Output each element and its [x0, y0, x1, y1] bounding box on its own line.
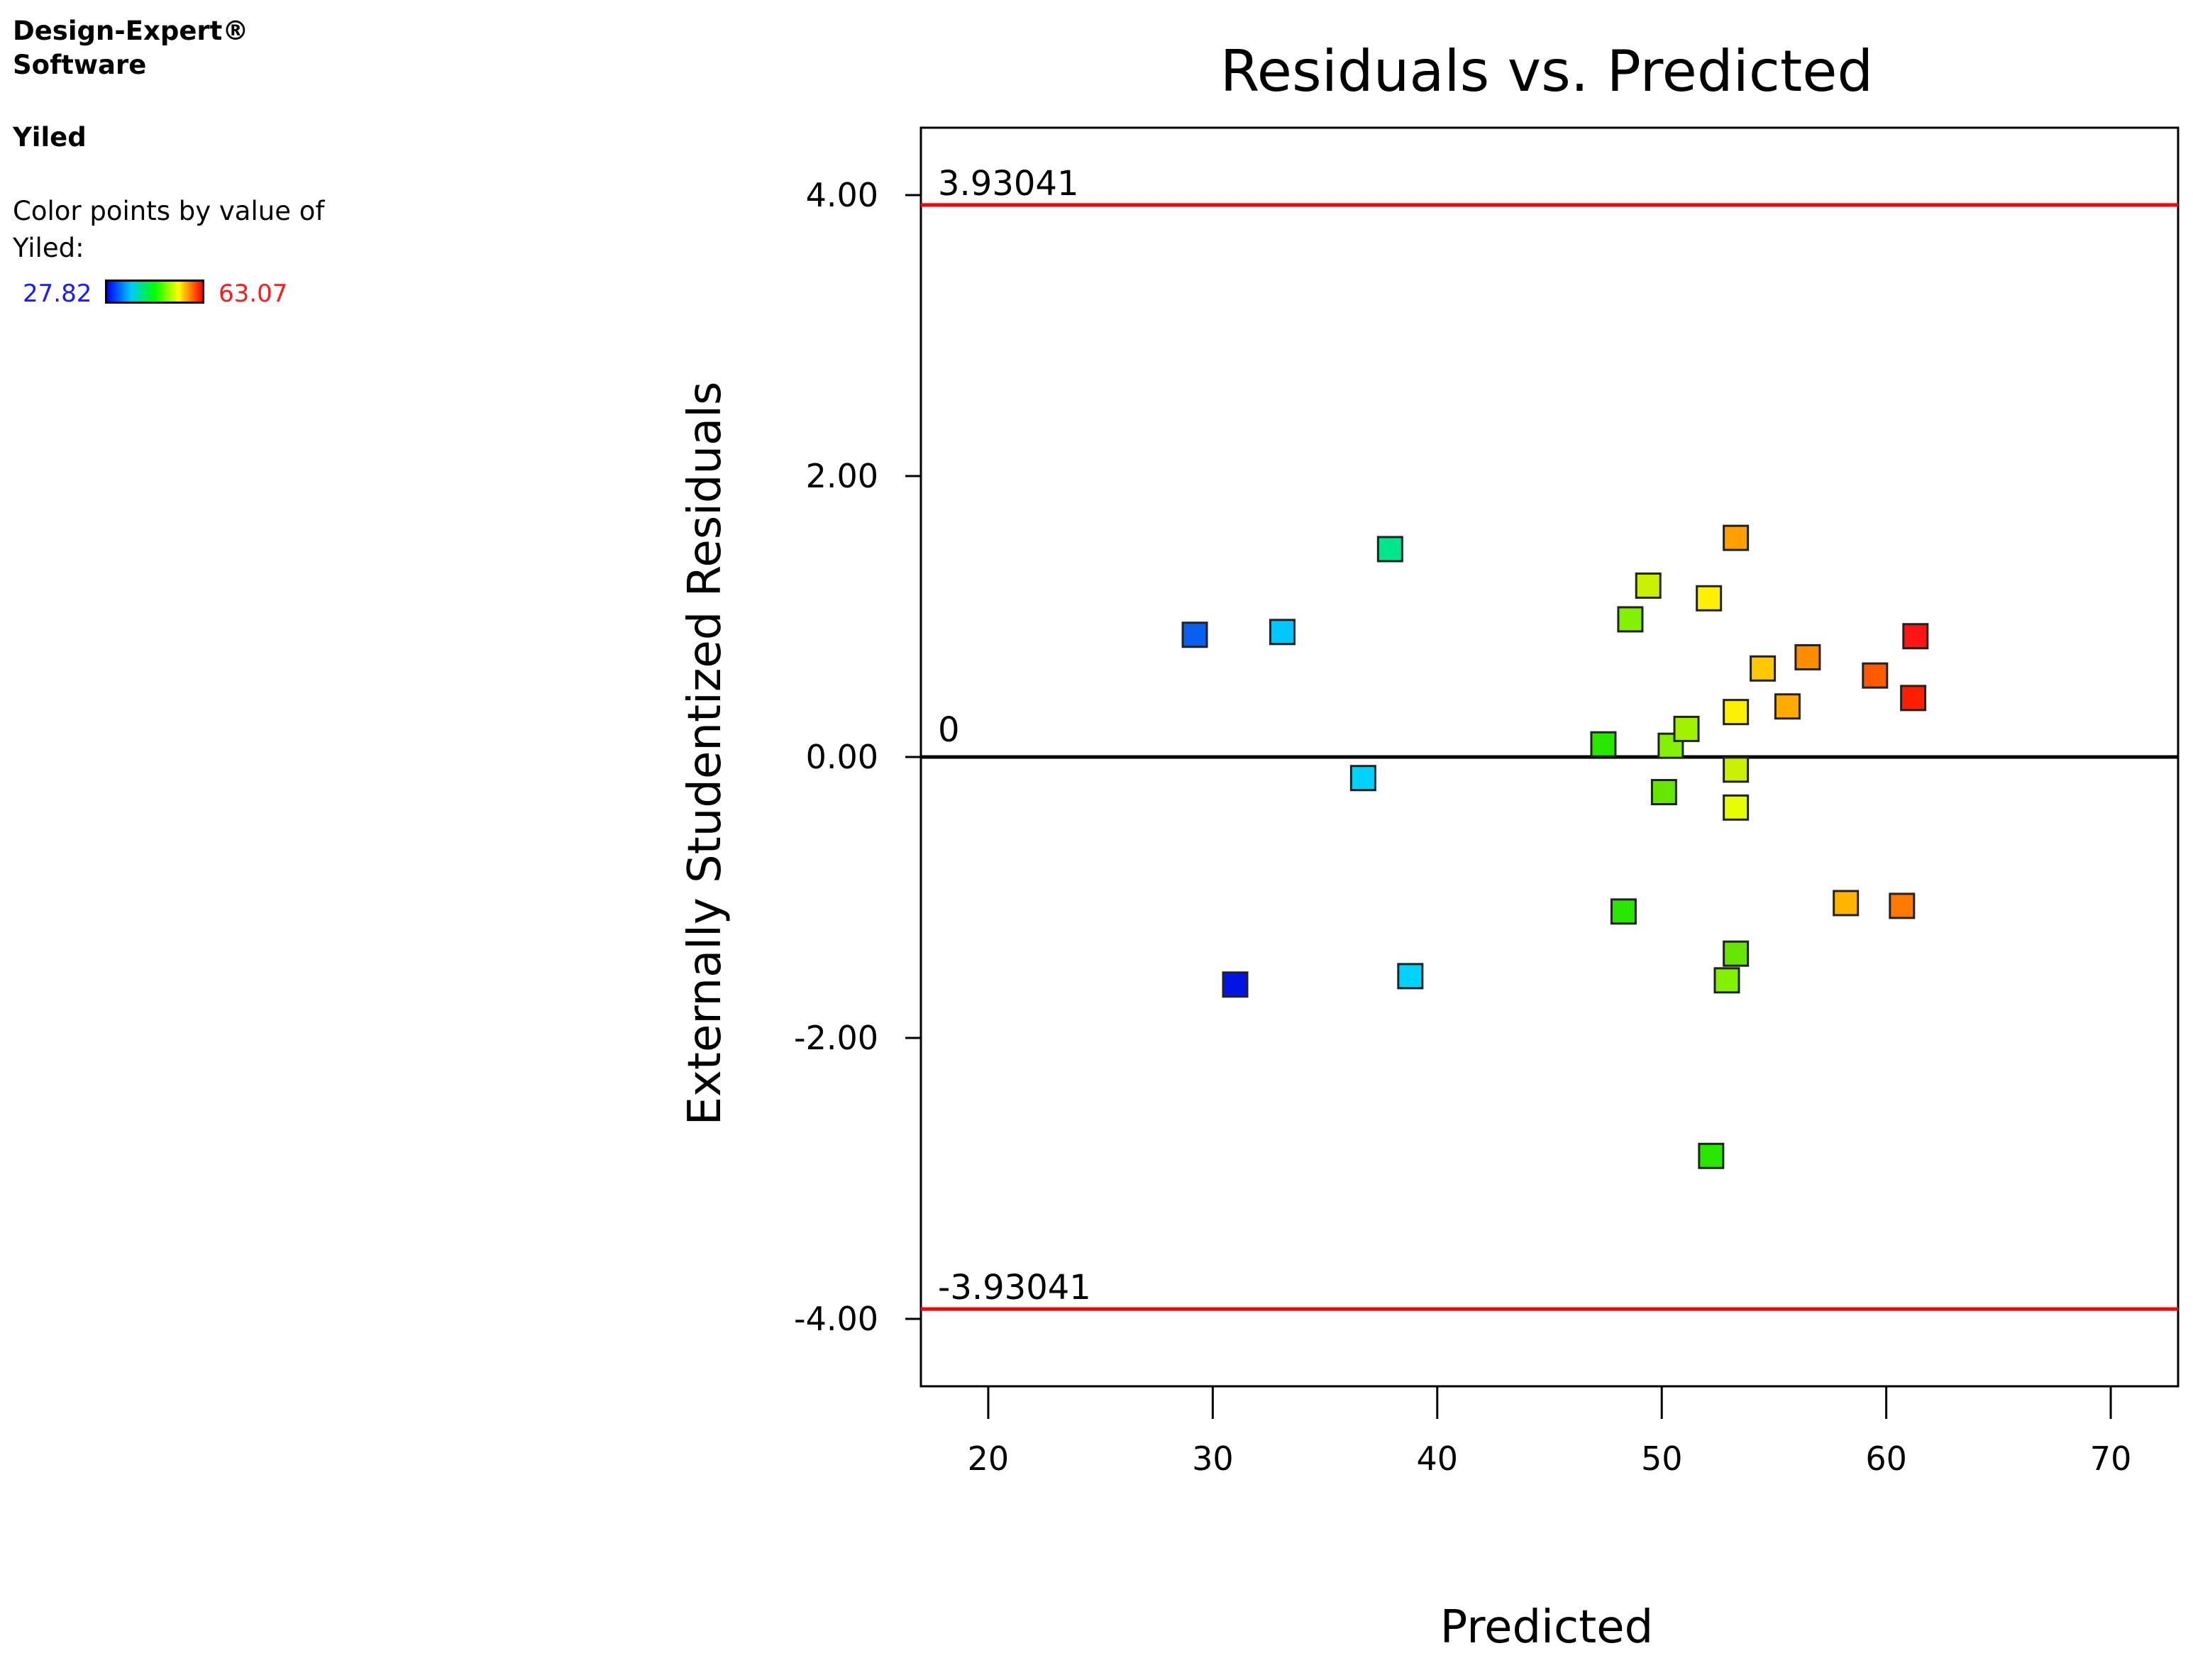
data-point — [1713, 967, 1740, 994]
data-point — [1862, 662, 1889, 689]
reference-lines: 3.93041 -3.93041 0 — [921, 164, 2178, 1311]
data-point — [1635, 572, 1662, 599]
data-points — [1181, 524, 1929, 1169]
data-point — [1657, 732, 1684, 759]
x-axis: 20 30 40 50 60 70 — [968, 1386, 2132, 1478]
y-tick-label: 4.00 — [806, 176, 878, 214]
data-point — [1617, 606, 1644, 633]
data-point — [1590, 731, 1617, 758]
legend-panel: Design-Expert® Software Yiled Color poin… — [13, 14, 382, 311]
y-tick-label: 0.00 — [806, 738, 878, 776]
data-point — [1900, 685, 1927, 712]
data-point — [1650, 778, 1677, 805]
data-point — [1723, 756, 1750, 783]
data-point — [1610, 898, 1637, 925]
data-point — [1723, 524, 1750, 551]
color-scale-min: 27.82 — [23, 280, 92, 308]
data-point — [1794, 643, 1821, 670]
x-tick-label: 50 — [1641, 1439, 1683, 1478]
x-tick-label: 20 — [968, 1439, 1010, 1478]
color-scale-max: 63.07 — [219, 280, 288, 308]
data-point — [1269, 619, 1296, 646]
color-scale-gradient — [105, 280, 204, 304]
y-tick-label: 2.00 — [806, 457, 878, 495]
y-tick-label: -4.00 — [794, 1300, 878, 1338]
zero-line-label: 0 — [938, 710, 960, 750]
data-point — [1833, 890, 1860, 917]
data-point — [1723, 794, 1750, 821]
x-tick-label: 30 — [1192, 1439, 1234, 1478]
data-point — [1750, 655, 1777, 682]
data-point — [1902, 623, 1929, 650]
data-point — [1696, 585, 1723, 612]
data-point — [1673, 715, 1700, 742]
data-point — [1222, 971, 1249, 998]
color-caption: Color points by value of Yiled: — [13, 196, 325, 263]
data-point — [1376, 536, 1403, 563]
data-point — [1181, 621, 1208, 648]
y-tick-label: -2.00 — [794, 1019, 878, 1057]
data-point — [1723, 940, 1750, 967]
response-name: Yiled — [13, 122, 87, 153]
y-axis-title: Externally Studentized Residuals — [679, 382, 731, 1126]
data-point — [1889, 892, 1916, 919]
x-tick-label: 70 — [2090, 1439, 2132, 1478]
color-scale: 27.82 63.07 — [13, 275, 382, 311]
data-point — [1397, 963, 1424, 990]
chart-title: Residuals vs. Predicted — [1220, 38, 1873, 104]
data-point — [1774, 693, 1801, 720]
x-axis-title: Predicted — [1440, 1601, 1653, 1654]
x-tick-label: 60 — [1865, 1439, 1907, 1478]
upper-limit-label: 3.93041 — [938, 164, 1079, 204]
data-point — [1349, 765, 1376, 792]
x-tick-label: 40 — [1417, 1439, 1459, 1478]
app-title: Design-Expert® Software — [13, 16, 249, 80]
data-point — [1698, 1142, 1725, 1169]
lower-limit-label: -3.93041 — [938, 1268, 1091, 1308]
y-axis: -4.00 -2.00 0.00 2.00 4.00 — [794, 176, 921, 1338]
data-point — [1723, 699, 1750, 726]
